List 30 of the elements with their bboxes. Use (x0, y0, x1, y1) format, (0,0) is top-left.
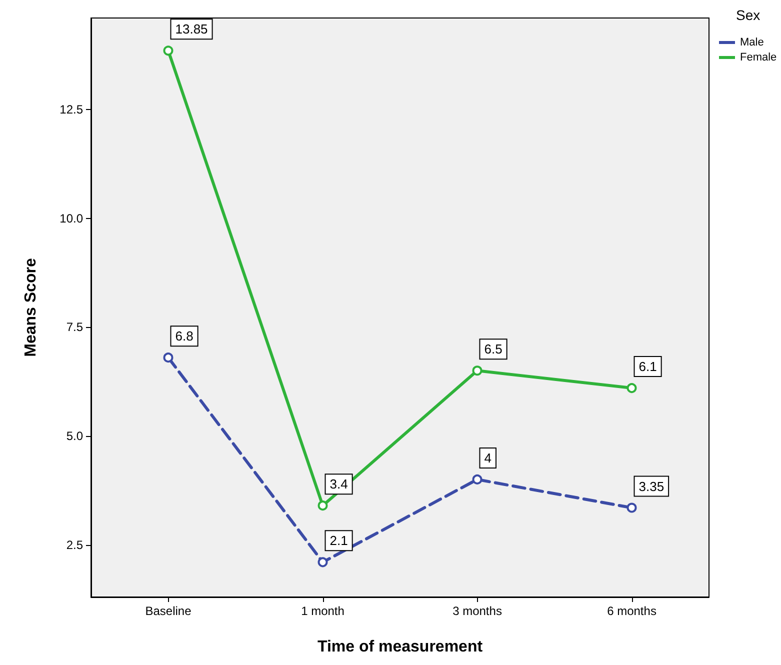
legend-label: Female (740, 52, 777, 64)
x-tick-label: 1 month (301, 604, 344, 618)
y-tick-label: 7.5 (66, 320, 84, 334)
point (163, 46, 174, 56)
point (163, 352, 174, 363)
x-tick-label: Baseline (145, 604, 192, 618)
y-tick-label: 12.5 (60, 102, 84, 116)
point (318, 557, 328, 568)
data-label: 6.8 (175, 328, 194, 344)
x-axis-title: Time of measurement (317, 638, 484, 656)
legend-label: Male (740, 36, 764, 48)
point (626, 383, 637, 394)
point (472, 366, 482, 376)
x-tick-label: 3 months (452, 604, 502, 618)
x-tick-label: 6 months (607, 604, 656, 618)
y-tick-label: 10.0 (60, 211, 84, 226)
point (472, 474, 482, 484)
point (318, 500, 328, 511)
data-label: 4 (484, 450, 492, 466)
data-label: 6.1 (638, 359, 657, 374)
data-label: 6.5 (484, 342, 502, 357)
y-tick-label: 2.5 (66, 538, 84, 552)
data-label: 2.1 (330, 533, 348, 548)
point (626, 502, 637, 513)
data-label: 13.85 (175, 22, 208, 37)
y-axis-title: Means Score (22, 258, 40, 357)
data-label: 3.35 (638, 478, 664, 494)
y-tick-label: 5.0 (66, 428, 84, 443)
legend-title: Sex (736, 7, 760, 23)
data-label: 3.4 (330, 476, 348, 492)
